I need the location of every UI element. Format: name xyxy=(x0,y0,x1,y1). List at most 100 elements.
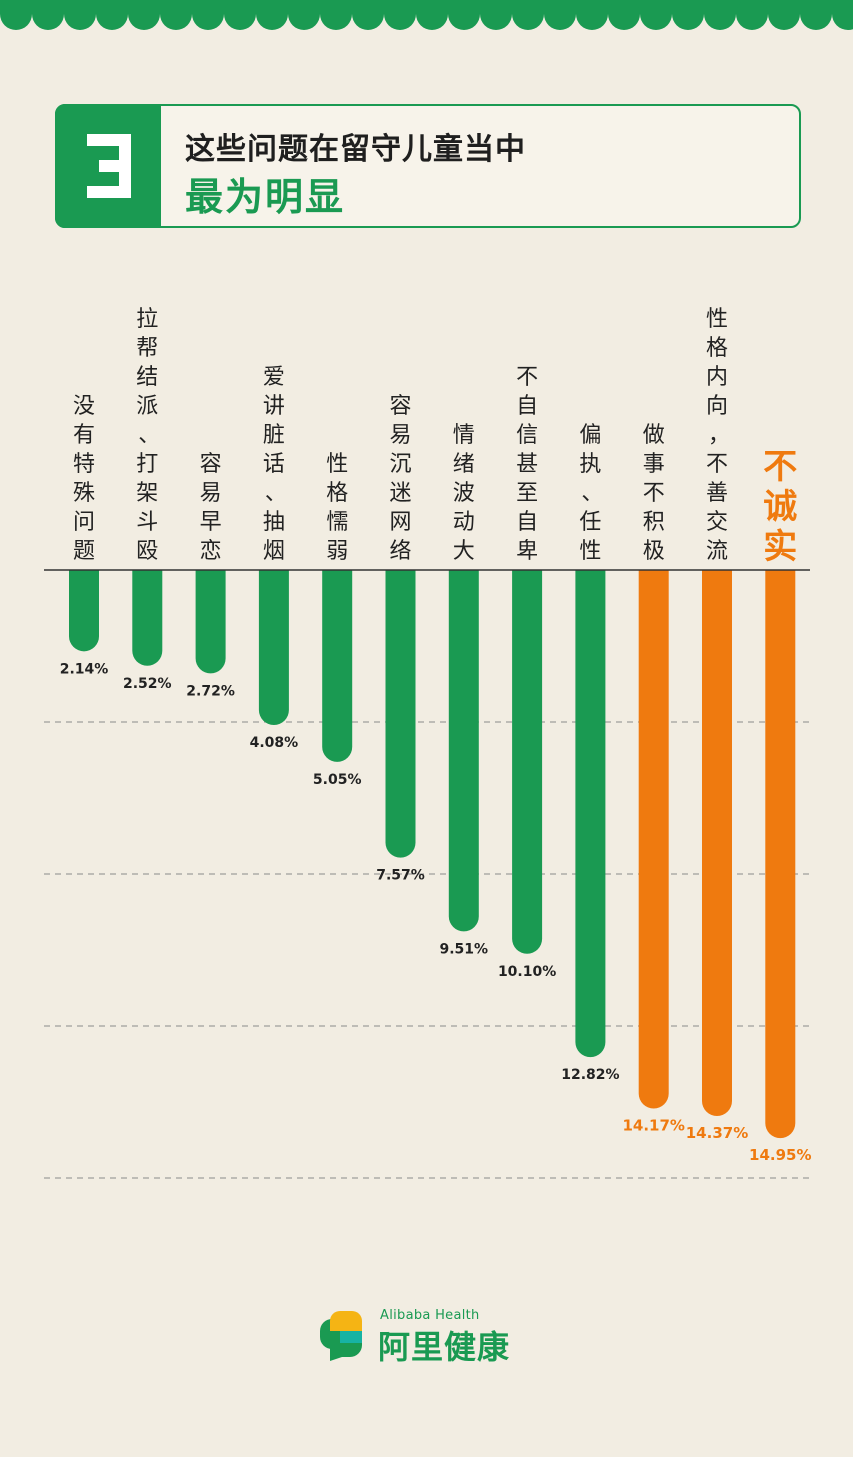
category-label-char: 容 xyxy=(389,394,411,419)
scallop-bump xyxy=(0,0,32,30)
scallop-bump xyxy=(544,0,576,30)
scallop-bump xyxy=(256,0,288,30)
value-label: 14.17% xyxy=(622,1116,684,1134)
category-label-char: 架 xyxy=(136,481,158,506)
category-label-char: 打 xyxy=(136,452,158,477)
category-label-char: 极 xyxy=(643,539,665,564)
bar xyxy=(765,570,796,1139)
alibaba-health-logo-icon xyxy=(320,1311,362,1361)
category-label-char: 拉 xyxy=(136,307,158,332)
bar xyxy=(448,570,479,932)
category-label-char: 斗 xyxy=(136,510,158,535)
bar xyxy=(702,570,732,1117)
scallop-bump xyxy=(448,0,480,30)
scallop-bump xyxy=(320,0,352,30)
bar xyxy=(258,570,289,726)
category-label-char: 积 xyxy=(643,510,665,535)
scallop-bump xyxy=(640,0,672,30)
bar xyxy=(575,570,606,1058)
page-title-line2: 最为明显 xyxy=(185,175,346,219)
category-label-char: 帮 xyxy=(136,336,158,361)
category-label-char: 不 xyxy=(706,452,728,477)
value-label: 2.14% xyxy=(60,661,109,677)
category-label-char: 性 xyxy=(579,539,601,564)
value-label: 2.72% xyxy=(186,683,235,699)
scallop-bump xyxy=(832,0,853,30)
category-label-char: 话 xyxy=(263,452,285,477)
category-label-char: 向 xyxy=(706,394,728,419)
top-scallop-border xyxy=(0,0,853,30)
category-label-char: 弱 xyxy=(326,539,348,564)
bar xyxy=(195,570,226,674)
category-label-char: 题 xyxy=(73,539,95,564)
category-label-char: 偏 xyxy=(579,423,601,448)
header-box xyxy=(55,104,801,228)
category-label-char: 殊 xyxy=(73,481,95,506)
scallop-bump xyxy=(96,0,128,30)
category-label-char: 交 xyxy=(706,510,728,535)
value-label: 14.95% xyxy=(749,1146,811,1164)
scallop-bump xyxy=(224,0,256,30)
section-number-block: 3 xyxy=(55,104,161,228)
category-label-char: 不 xyxy=(516,365,538,390)
category-label-char: 派 xyxy=(136,394,158,419)
category-label-char: 做 xyxy=(643,423,665,448)
scallop-bump xyxy=(480,0,512,30)
scallop-bump xyxy=(576,0,608,30)
value-label: 12.82% xyxy=(561,1067,619,1083)
scallop-bump xyxy=(352,0,384,30)
category-label-char: 懦 xyxy=(326,510,348,535)
category-label-char: 特 xyxy=(73,452,95,477)
category-label-char: 动 xyxy=(453,510,475,535)
scallop-bump xyxy=(608,0,640,30)
category-label-char: 波 xyxy=(453,481,475,506)
category-label-char: 自 xyxy=(516,394,538,419)
category-label-char: 问 xyxy=(73,510,95,535)
bar xyxy=(322,570,353,762)
category-label-char: 实 xyxy=(763,527,797,567)
scallop-bump xyxy=(704,0,736,30)
category-label-char: 任 xyxy=(579,510,601,535)
scallop-bump xyxy=(32,0,64,30)
category-label-char: 格 xyxy=(706,336,728,361)
category-label-char: 流 xyxy=(706,539,728,564)
number-three-glyph: 3 xyxy=(87,134,131,198)
page-title-line1: 这些问题在留守儿童当中 xyxy=(185,132,526,167)
category-label-char: 不 xyxy=(643,481,665,506)
logo-chinese-text: 阿里健康 xyxy=(378,1328,511,1366)
category-label-char: 容 xyxy=(200,452,222,477)
category-label-char: 绪 xyxy=(453,452,475,477)
value-label: 14.37% xyxy=(686,1124,748,1142)
category-label-char: 诚 xyxy=(763,487,797,527)
category-label-char: 格 xyxy=(326,481,348,506)
category-label-char: 易 xyxy=(389,423,411,448)
category-label-char: 沉 xyxy=(389,452,411,477)
scallop-bump xyxy=(192,0,224,30)
scallop-bump xyxy=(384,0,416,30)
category-label-char: 烟 xyxy=(263,539,285,564)
category-label-char: 恋 xyxy=(200,539,222,564)
bar xyxy=(132,570,163,666)
category-label-char: 爱 xyxy=(263,365,285,390)
bar xyxy=(69,570,99,652)
value-label: 4.08% xyxy=(250,735,299,751)
value-label: 5.05% xyxy=(313,772,362,788)
category-label-char: 没 xyxy=(73,394,95,419)
category-label-char: 不 xyxy=(763,447,797,487)
value-label: 7.57% xyxy=(376,868,425,884)
scallop-bump xyxy=(160,0,192,30)
logo-english-text: Alibaba Health xyxy=(380,1308,480,1323)
value-label: 2.52% xyxy=(123,676,172,692)
value-label: 9.51% xyxy=(440,941,489,957)
category-label-char: 结 xyxy=(136,365,158,390)
category-label-char: 抽 xyxy=(263,510,285,535)
bar xyxy=(385,570,416,858)
category-label-char: 络 xyxy=(389,539,411,564)
category-label-char: 脏 xyxy=(263,423,285,448)
category-label-char: 性 xyxy=(706,307,728,332)
category-label-char: 早 xyxy=(200,510,222,535)
category-label-char: 情 xyxy=(453,423,475,448)
scallop-bump xyxy=(800,0,832,30)
value-label: 10.10% xyxy=(498,964,556,980)
category-label-char: 、 xyxy=(265,481,287,506)
